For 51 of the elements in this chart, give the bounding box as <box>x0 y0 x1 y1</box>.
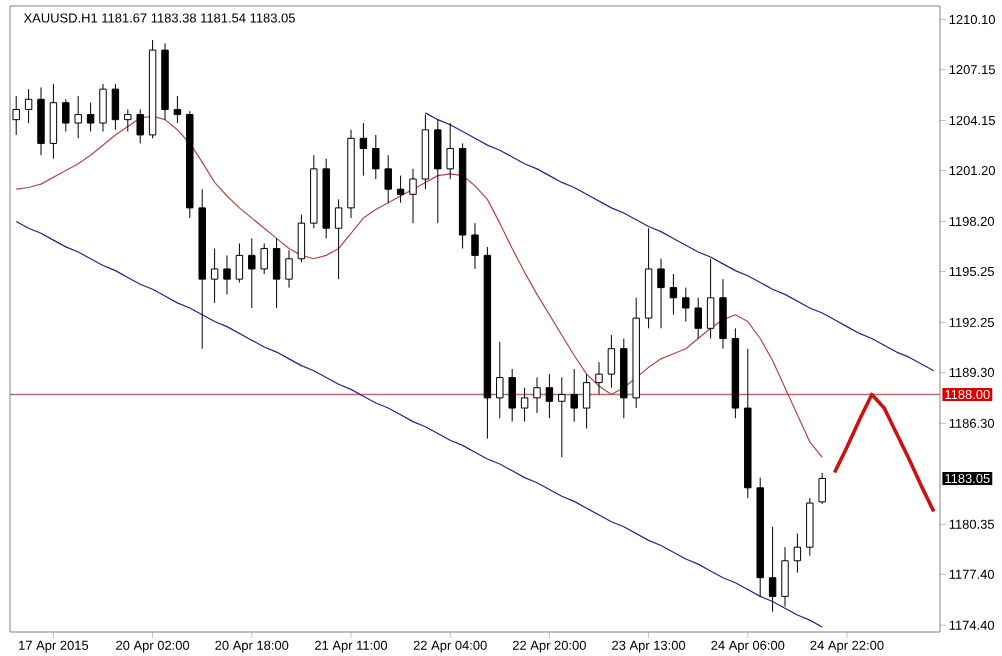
candlestick <box>570 368 578 423</box>
candlestick <box>669 273 678 316</box>
candlestick <box>37 86 45 156</box>
candlestick <box>806 497 814 557</box>
candlestick <box>285 249 293 289</box>
candlestick <box>595 361 603 395</box>
candlestick <box>781 546 789 608</box>
candlestick <box>86 102 95 133</box>
candlestick <box>260 243 268 275</box>
candlestick <box>99 83 107 133</box>
candlestick <box>446 122 454 180</box>
candlestick <box>694 297 702 339</box>
candlestick <box>706 258 715 339</box>
candlestick <box>334 198 343 280</box>
candlestick <box>136 108 144 144</box>
candlestick <box>558 377 566 458</box>
candlestick <box>124 108 132 133</box>
candlestick <box>657 258 665 329</box>
candlestick <box>210 248 219 304</box>
candlestick <box>719 278 727 350</box>
candlestick <box>818 472 826 505</box>
candlestick <box>74 95 82 139</box>
candlestick <box>545 373 554 419</box>
candlestick <box>297 214 306 263</box>
candlestick <box>173 95 182 124</box>
candlestick <box>248 237 256 309</box>
candlestick <box>682 287 690 323</box>
candlestick <box>62 98 70 133</box>
candlestick <box>607 334 616 389</box>
candlestick <box>496 341 504 419</box>
candlestick <box>223 254 231 295</box>
candlestick <box>359 122 368 177</box>
candlestick <box>384 154 392 204</box>
candlestick <box>768 526 777 613</box>
candlestick <box>533 377 541 414</box>
candlestick <box>24 88 33 124</box>
candlestick <box>434 119 442 224</box>
candlestick <box>372 134 380 180</box>
candlestick <box>235 243 244 284</box>
candlestick <box>111 83 120 131</box>
candlestick <box>582 373 591 429</box>
candlestick <box>409 168 417 224</box>
line-series <box>832 392 936 514</box>
candlestick <box>49 83 58 160</box>
candlestick <box>471 222 479 270</box>
candlestick <box>272 237 281 309</box>
candlestick <box>793 533 802 574</box>
candlestick <box>396 175 405 204</box>
candlestick <box>12 95 20 136</box>
candlestick <box>520 387 529 423</box>
candlestick <box>508 368 516 423</box>
